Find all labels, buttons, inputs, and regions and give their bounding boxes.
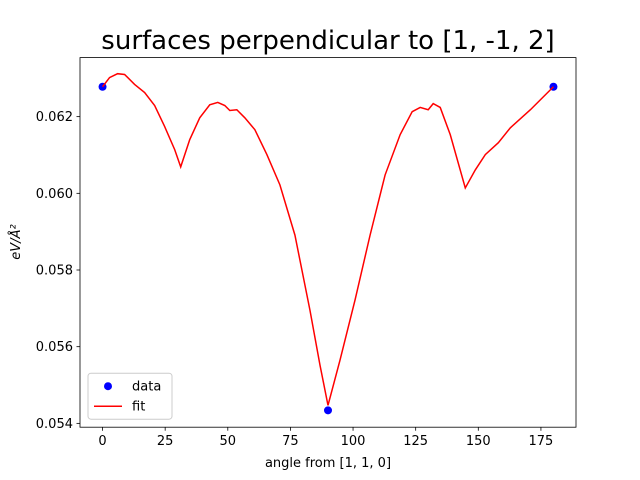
data-point [324,406,332,415]
y-tick-label: 0.056 [36,340,73,355]
y-tick-label: 0.060 [36,187,73,202]
x-tick-label: 0 [98,434,106,449]
y-tick-label: 0.058 [36,264,73,279]
x-tick-label: 125 [403,434,428,449]
x-tick-label: 50 [220,434,237,449]
x-tick-label: 100 [341,434,366,449]
legend-label: data [132,380,161,395]
x-tick-label: 75 [282,434,299,449]
y-tick-label: 0.054 [36,417,73,432]
x-axis-label: angle from [1, 1, 0] [265,456,391,471]
x-tick-label: 25 [157,434,174,449]
y-axis-label: eV/Å² [8,224,24,259]
axes-frame [79,57,577,428]
legend-label: fit [132,400,145,415]
fit-line [101,72,554,406]
y-tick-label: 0.062 [36,110,73,125]
x-tick-label: 175 [529,434,554,449]
chart-title: surfaces perpendicular to [1, -1, 2] [101,26,554,56]
x-tick-label: 150 [466,434,491,449]
legend-marker [104,382,112,391]
